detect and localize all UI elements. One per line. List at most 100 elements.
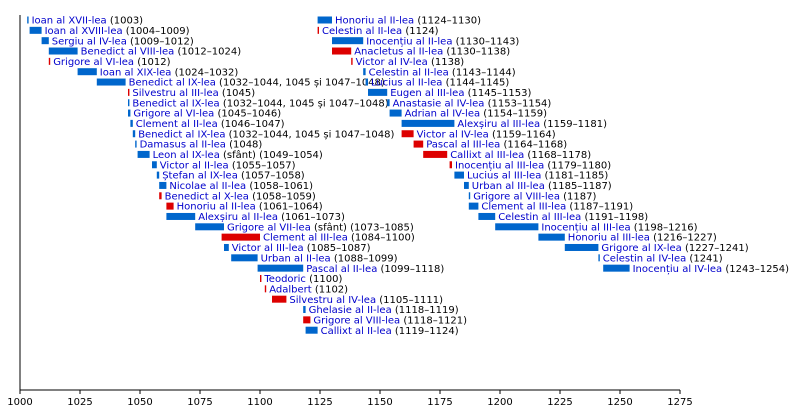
pope-name[interactable]: Grigore al IX-lea — [601, 243, 681, 254]
reign-label: Victor al III-lea (1085–1087) — [232, 243, 371, 254]
pope-name[interactable]: Grigore al VIII-lea — [313, 315, 400, 326]
reign-years: (1241) — [686, 253, 723, 264]
reign-entry: Benedict al VIII-lea (1012–1024) — [48, 47, 241, 58]
pope-name[interactable]: Grigore al VII-lea — [227, 222, 311, 233]
pope-name[interactable]: Urban al II-lea — [261, 253, 331, 264]
pope-name[interactable]: Inocențiu al III-lea — [541, 222, 630, 233]
pope-name[interactable]: Callixt al III-lea — [450, 150, 524, 161]
pope-name[interactable]: Ioan al XIX-lea — [100, 67, 172, 78]
pope-name[interactable]: Clement al III-lea — [263, 233, 348, 244]
pope-name[interactable]: Damasus al II-lea — [140, 140, 226, 151]
pope-name[interactable]: Alexșiru al III-lea — [457, 119, 540, 130]
pope-bar — [389, 109, 402, 117]
reign-years: (1057–1058) — [238, 171, 305, 182]
x-tick-label: 1200 — [487, 397, 512, 408]
pope-name[interactable]: Inocențiu al III-lea — [455, 160, 544, 171]
reign-label: Honoriu al II-lea (1124–1130) — [335, 16, 481, 27]
reign-label: Sergiu al IV-lea (1009–1012) — [52, 36, 194, 47]
pope-name[interactable]: Victor al II-lea — [160, 160, 229, 171]
reign-years: (1055–1057) — [229, 160, 296, 171]
reign-years: (1058–1059) — [249, 191, 316, 202]
pope-name[interactable]: Benedict al VIII-lea — [81, 47, 175, 58]
pope-name[interactable]: Ghelasie al II-lea — [309, 305, 392, 316]
reign-label: Grigore al IX-lea (1227–1241) — [601, 243, 748, 254]
pope-name[interactable]: Clement al II-lea — [136, 119, 218, 130]
pope-name[interactable]: Grigore al VI-lea — [133, 109, 214, 120]
x-tick-label: 1000 — [7, 397, 32, 408]
reign-label: Inocențiu al II-lea (1130–1143) — [366, 36, 519, 47]
pope-name[interactable]: Benedict al IX-lea — [129, 78, 216, 89]
pope-name[interactable]: Ioan al XVIII-lea — [45, 26, 123, 37]
pope-name[interactable]: Silvestru al IV-lea — [289, 295, 376, 306]
pope-name[interactable]: Celestin al II-lea — [322, 26, 402, 37]
reign-years: (1227–1241) — [682, 243, 749, 254]
pope-name[interactable]: Victor al IV-lea — [356, 57, 428, 68]
reign-label: Benedict al X-lea (1058–1059) — [165, 191, 316, 202]
pope-name[interactable]: Benedict al IX-lea — [132, 98, 219, 109]
reign-entry: Benedict al IX-lea (1032–1044, 1045 și 1… — [128, 98, 389, 109]
pope-name[interactable]: Leon al IX-lea — [153, 150, 220, 161]
pope-name[interactable]: Benedict al IX-lea — [138, 129, 225, 140]
pope-name[interactable]: Victor al III-lea — [232, 243, 304, 254]
reign-label: Inocențiu al III-lea (1179–1180) — [455, 160, 611, 171]
reign-label: Silvestru al IV-lea (1105–1111) — [289, 295, 443, 306]
pope-name[interactable]: Celestin al III-lea — [498, 212, 581, 223]
reign-entry: Pascal al II-lea (1099–1118) — [257, 264, 444, 275]
pope-name[interactable]: Adalbert — [269, 284, 312, 295]
reign-years: (1179–1180) — [544, 160, 611, 171]
reign-entry: Benedict al IX-lea (1032–1044, 1045 și 1… — [96, 78, 385, 89]
reign-label: Adalbert (1102) — [269, 284, 348, 295]
pope-name[interactable]: Ioan al XVII-lea — [32, 16, 107, 27]
pope-name[interactable]: Honoriu al II-lea — [177, 202, 256, 213]
antipope-bar — [260, 275, 262, 282]
pope-name[interactable]: Teodoric — [263, 274, 306, 285]
pope-name[interactable]: Silvestru al III-lea — [132, 88, 218, 99]
pope-name[interactable]: Eugen al III-lea — [390, 88, 464, 99]
pope-name[interactable]: Victor al IV-lea — [417, 129, 489, 140]
pope-name[interactable]: Anacletus al II-lea — [354, 47, 443, 58]
reign-label: Callixt al III-lea (1168–1178) — [450, 150, 591, 161]
reign-label: Ioan al XVIII-lea (1004–1009) — [45, 26, 190, 37]
x-tick-label: 1050 — [127, 397, 152, 408]
pope-name[interactable]: Nicolae al II-lea — [169, 181, 246, 192]
reign-years: (1143–1144) — [449, 67, 516, 78]
pope-name[interactable]: Grigore al VI-lea — [53, 57, 134, 68]
pope-name[interactable]: Lucius al II-lea — [371, 78, 442, 89]
x-axis-ticks: 1000 1025 1050 1075 1100 1125 1150 1175 1200 1225… — [7, 390, 693, 408]
pope-name[interactable]: Honoriu al III-lea — [568, 233, 650, 244]
pope-name[interactable]: Sergiu al IV-lea — [52, 36, 127, 47]
pope-name[interactable]: Alexșiru al II-lea — [198, 212, 278, 223]
pope-name[interactable]: Honoriu al II-lea — [335, 16, 414, 27]
reign-entry: Victor al III-lea (1085–1087) — [224, 243, 371, 254]
pope-name[interactable]: Adrian al IV-lea — [405, 109, 481, 120]
pope-name[interactable]: Benedict al X-lea — [165, 191, 249, 202]
reign-entry: Grigore al VIII-lea (1187) — [468, 191, 597, 202]
reign-label: Inocențiu al III-lea (1198–1216) — [541, 222, 697, 233]
pope-name[interactable]: Inocențiu al IV-lea — [633, 264, 723, 275]
pope-name[interactable]: Lucius al III-lea — [467, 171, 541, 182]
pope-name[interactable]: Celestin al II-lea — [369, 67, 449, 78]
reign-label: Honoriu al II-lea (1061–1064) — [177, 202, 323, 213]
reign-entry: Inocențiu al III-lea (1198–1216) — [495, 222, 698, 233]
reign-years: (1130–1143) — [452, 36, 519, 47]
reign-years: (1164–1168) — [500, 140, 567, 151]
reign-entry: Damasus al II-lea (1048) — [135, 140, 262, 151]
reign-entry: Adrian al IV-lea (1154–1159) — [389, 109, 547, 120]
reign-years: (1046–1047) — [218, 119, 285, 130]
pope-bar — [598, 254, 600, 262]
pope-name[interactable]: Inocențiu al II-lea — [366, 36, 452, 47]
reign-label: Damasus al II-lea (1048) — [140, 140, 263, 151]
pope-name[interactable]: Ștefan al IX-lea — [162, 171, 238, 182]
pope-bar — [27, 16, 29, 24]
pope-name[interactable]: Clement al III-lea — [481, 202, 566, 213]
pope-name[interactable]: Pascal al II-lea — [306, 264, 377, 275]
reign-label: Clement al III-lea (1084–1100) — [263, 233, 415, 244]
pope-bar — [130, 119, 133, 127]
pope-name[interactable]: Urban al III-lea — [472, 181, 545, 192]
reign-entry: Clement al II-lea (1046–1047) — [130, 119, 285, 130]
pope-name[interactable]: Pascal al III-lea — [426, 140, 500, 151]
pope-name[interactable]: Callixt al II-lea — [321, 326, 392, 337]
pope-name[interactable]: Celestin al IV-lea — [603, 253, 686, 264]
pope-name[interactable]: Grigore al VIII-lea — [473, 191, 560, 202]
pope-name[interactable]: Anastasie al IV-lea — [393, 98, 485, 109]
